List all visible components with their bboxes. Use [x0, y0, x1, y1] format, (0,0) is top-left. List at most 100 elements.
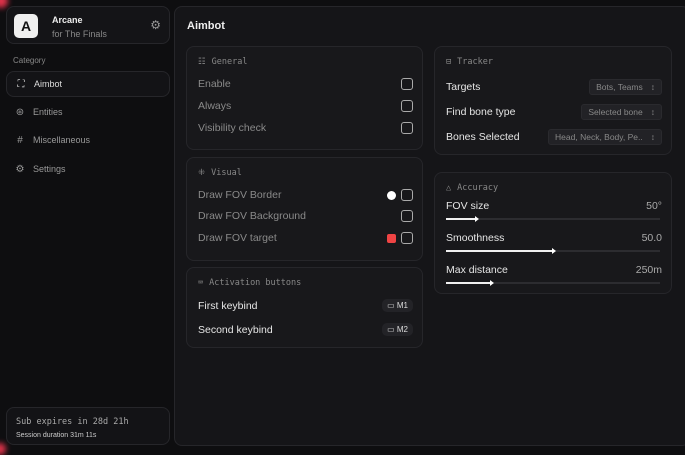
select-value: Bots, Teams — [596, 82, 643, 92]
row-label: Enable — [198, 78, 231, 90]
grid-icon: # — [17, 134, 23, 146]
fov-size-row: FOV size 50° — [446, 200, 662, 212]
chevron-updown-icon: ↕ — [650, 132, 655, 142]
max-distance-row: Max distance 250m — [446, 264, 662, 276]
targets-select[interactable]: Bots, Teams ↕ — [589, 79, 662, 95]
card-title: Visual — [211, 168, 242, 178]
card-title: Accuracy — [457, 183, 499, 193]
accuracy-card: △ Accuracy FOV size 50° Smoothness 50.0 Max… — [434, 172, 672, 294]
gear-icon[interactable]: ⚙ — [150, 18, 161, 32]
activation-card: ⌨ Activation buttons First keybind ▭ M1 Se… — [186, 267, 423, 348]
draw-fov-target-checkbox[interactable] — [401, 232, 413, 244]
draw-fov-target-row: Draw FOV target — [198, 232, 413, 244]
general-card: ☷ General Enable Always Visibility check — [186, 46, 423, 150]
color-swatch[interactable] — [387, 233, 396, 243]
fov-size-slider[interactable] — [446, 218, 660, 220]
find-bone-type-select[interactable]: Selected bone ↕ — [581, 104, 662, 120]
row-label: Draw FOV Background — [198, 210, 306, 222]
card-title: Tracker — [457, 57, 493, 67]
slider-value: 50° — [646, 200, 662, 212]
sidebar-item-miscellaneous[interactable]: # Miscellaneous — [6, 127, 170, 153]
warning-triangle-icon: △ — [446, 183, 452, 193]
max-distance-slider[interactable] — [446, 282, 660, 284]
smoothness-slider[interactable] — [446, 250, 660, 252]
entities-icon: ⊛ — [15, 106, 25, 118]
select-value: Selected bone — [588, 107, 643, 117]
always-row: Always — [198, 100, 413, 112]
first-keybind-button[interactable]: ▭ M1 — [382, 299, 413, 312]
list-icon: ☷ — [198, 57, 206, 67]
sidebar-item-settings[interactable]: ⚙ Settings — [6, 156, 170, 182]
find-bone-type-row: Find bone type Selected bone ↕ — [446, 104, 662, 120]
row-label: Second keybind — [198, 323, 273, 336]
card-header: ⊟ Tracker — [446, 57, 493, 67]
slider-value: 250m — [635, 264, 662, 276]
sidebar-item-label: Aimbot — [34, 79, 63, 89]
second-keybind-button[interactable]: ▭ M2 — [382, 323, 413, 336]
app-subtitle: for The Finals — [52, 29, 107, 39]
visibility-check-row: Visibility check — [198, 122, 413, 134]
targets-row: Targets Bots, Teams ↕ — [446, 79, 662, 95]
page-title: Aimbot — [187, 20, 225, 32]
row-label: Bones Selected — [446, 131, 520, 143]
enable-row: Enable — [198, 78, 413, 90]
sidebar: A Arcane for The Finals ⚙ Category ⛶ Aimb… — [0, 0, 174, 449]
key-label: M2 — [396, 325, 408, 334]
visual-icon: ⁜ — [198, 168, 206, 178]
tracker-icon: ⊟ — [446, 57, 452, 67]
visual-card: ⁜ Visual Draw FOV Border Draw FOV Backgro… — [186, 157, 423, 261]
sidebar-item-entities[interactable]: ⊛ Entities — [6, 99, 170, 125]
session-duration: Session duration 31m 11s — [16, 432, 97, 439]
card-header: ⌨ Activation buttons — [198, 278, 301, 288]
category-label: Category — [13, 56, 46, 65]
row-label: FOV size — [446, 200, 490, 212]
chevron-updown-icon: ↕ — [650, 107, 655, 117]
slider-fill — [446, 218, 476, 220]
sidebar-item-label: Entities — [33, 107, 63, 117]
key-label: M1 — [396, 301, 408, 310]
slider-value: 50.0 — [641, 232, 662, 244]
crosshair-icon: ⛶ — [17, 78, 25, 90]
brand-card: A Arcane for The Finals ⚙ — [6, 6, 170, 44]
card-header: △ Accuracy — [446, 183, 498, 193]
draw-fov-border-row: Draw FOV Border — [198, 189, 413, 201]
slider-fill — [446, 282, 491, 284]
sidebar-item-aimbot[interactable]: ⛶ Aimbot — [6, 71, 170, 97]
subscription-card: Sub expires in 28d 21h Session duration … — [6, 407, 170, 445]
tracker-card: ⊟ Tracker Targets Bots, Teams ↕ Find bone t… — [434, 46, 672, 155]
row-label: Smoothness — [446, 232, 505, 244]
row-label: Draw FOV Border — [198, 189, 282, 201]
row-label: Visibility check — [198, 122, 267, 134]
row-label: Find bone type — [446, 106, 516, 118]
card-header: ☷ General — [198, 57, 247, 67]
visibility-check-checkbox[interactable] — [401, 122, 413, 134]
bones-selected-select[interactable]: Head, Neck, Body, Pe.. ↕ — [548, 129, 662, 145]
window-accent — [0, 0, 8, 8]
row-label: Targets — [446, 81, 481, 93]
row-label: First keybind — [198, 299, 258, 312]
draw-fov-border-checkbox[interactable] — [401, 189, 413, 201]
app-name: Arcane — [52, 15, 83, 25]
draw-fov-background-checkbox[interactable] — [401, 210, 413, 222]
chevron-updown-icon: ↕ — [650, 82, 655, 92]
card-title: General — [211, 57, 248, 67]
always-checkbox[interactable] — [401, 100, 413, 112]
select-value: Head, Neck, Body, Pe.. — [555, 132, 643, 142]
color-swatch[interactable] — [387, 190, 396, 200]
slider-fill — [446, 250, 553, 252]
enable-checkbox[interactable] — [401, 78, 413, 90]
gear-icon: ⚙ — [15, 163, 25, 175]
card-header: ⁜ Visual — [198, 168, 242, 178]
keyboard-icon: ⌨ — [198, 278, 204, 288]
subscription-expiry: Sub expires in 28d 21h — [16, 417, 129, 427]
draw-fov-background-row: Draw FOV Background — [198, 210, 413, 222]
sidebar-item-label: Settings — [33, 164, 66, 174]
row-label: Draw FOV target — [198, 232, 277, 244]
first-keybind-row: First keybind ▭ M1 — [198, 299, 413, 312]
main-panel: Aimbot ☷ General Enable Always Visibility… — [174, 6, 685, 446]
card-title: Activation buttons — [209, 278, 302, 288]
row-label: Max distance — [446, 264, 508, 276]
app-logo: A — [14, 14, 38, 38]
row-label: Always — [198, 100, 232, 112]
smoothness-row: Smoothness 50.0 — [446, 232, 662, 244]
